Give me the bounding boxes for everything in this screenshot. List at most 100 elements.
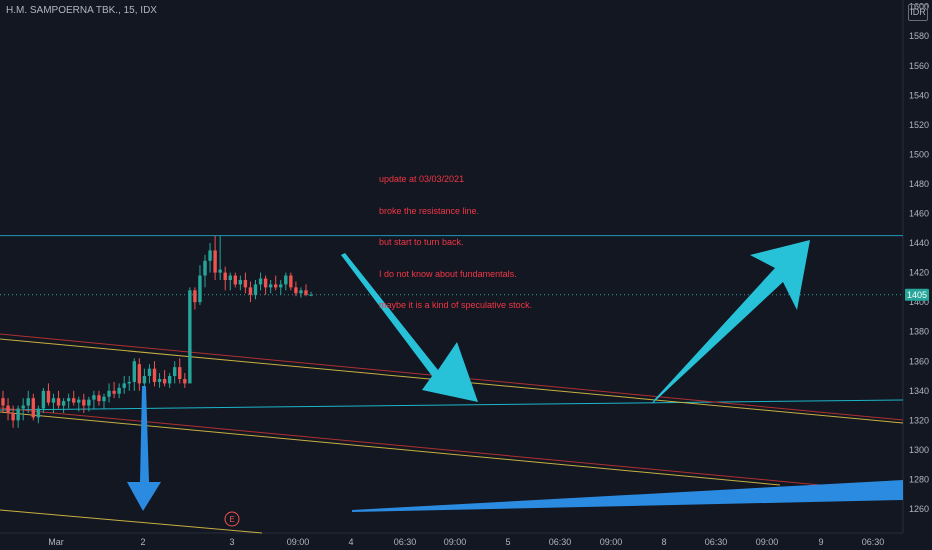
candle-body bbox=[77, 399, 81, 403]
candle bbox=[61, 398, 66, 413]
candle bbox=[11, 405, 15, 428]
y-tick-label: 1260 bbox=[909, 504, 929, 514]
support-line bbox=[0, 399, 904, 411]
candle bbox=[263, 275, 268, 295]
candle bbox=[102, 393, 106, 409]
candle bbox=[107, 383, 111, 403]
candle bbox=[162, 370, 167, 387]
candle bbox=[208, 243, 212, 273]
candle-body bbox=[122, 383, 126, 388]
x-tick-label: 09:00 bbox=[444, 537, 467, 547]
candle bbox=[142, 368, 147, 388]
candle bbox=[41, 387, 46, 413]
down-arrow-blue bbox=[127, 386, 161, 511]
candle-body bbox=[92, 395, 96, 400]
candles bbox=[1, 235, 313, 428]
candle bbox=[56, 390, 61, 409]
earnings-marker-label: E bbox=[229, 515, 234, 524]
symbol-title: H.M. SAMPOERNA TBK., 15, IDX bbox=[6, 5, 157, 16]
candle bbox=[258, 272, 263, 291]
candle bbox=[97, 390, 101, 406]
candle bbox=[218, 235, 222, 280]
candle-body bbox=[1, 398, 5, 406]
time-axis[interactable]: Mar 2 3 09:00 4 06:30 09:00 5 06:30 09:00 8 06:30 09… bbox=[48, 537, 884, 547]
x-tick-label: Mar bbox=[48, 537, 64, 547]
x-tick-label: 3 bbox=[229, 537, 234, 547]
candle bbox=[51, 393, 56, 413]
candle bbox=[66, 393, 71, 409]
candle-body bbox=[178, 367, 182, 379]
candle-body bbox=[258, 278, 263, 285]
candle bbox=[238, 275, 243, 291]
x-tick-label: 5 bbox=[505, 537, 510, 547]
candle bbox=[21, 398, 25, 421]
y-tick-label: 1540 bbox=[909, 90, 929, 100]
candle bbox=[173, 361, 177, 384]
candle-body bbox=[82, 399, 86, 406]
candle-body bbox=[274, 284, 278, 288]
y-tick-label: 1560 bbox=[909, 61, 929, 71]
y-tick-label: 1360 bbox=[909, 356, 929, 366]
wedge-arrow-blue bbox=[352, 480, 903, 512]
note-line: broke the resistance line. bbox=[379, 205, 480, 216]
candle bbox=[72, 390, 76, 406]
candle-body bbox=[97, 395, 101, 402]
candle-body bbox=[233, 275, 237, 285]
candle-body bbox=[157, 378, 162, 382]
x-tick-label: 8 bbox=[661, 537, 666, 547]
grid-lines bbox=[0, 0, 904, 534]
candle-body bbox=[61, 401, 66, 406]
candle bbox=[304, 284, 308, 297]
y-tick-label: 1340 bbox=[909, 386, 929, 396]
candle-body bbox=[173, 367, 177, 377]
y-tick-label: 1580 bbox=[909, 31, 929, 41]
y-tick-label: 1520 bbox=[909, 120, 929, 130]
y-tick-label: 1420 bbox=[909, 268, 929, 278]
price-axis[interactable]: 1260 1280 1300 1320 1340 1360 1380 1400 1420 1440… bbox=[905, 2, 929, 514]
candle bbox=[284, 272, 288, 291]
candle-body bbox=[238, 279, 243, 285]
y-tick-label: 1400 bbox=[909, 297, 929, 307]
candle-body bbox=[167, 376, 172, 384]
candle bbox=[82, 393, 86, 413]
candle-body bbox=[21, 405, 25, 409]
candle-body bbox=[41, 390, 46, 409]
candle-body bbox=[228, 275, 232, 280]
candle bbox=[147, 364, 152, 384]
candle-body bbox=[279, 284, 283, 288]
candle-body bbox=[289, 275, 293, 288]
x-tick-label: 06:30 bbox=[862, 537, 885, 547]
x-tick-label: 06:30 bbox=[705, 537, 728, 547]
candle bbox=[299, 287, 303, 298]
candle-body bbox=[142, 376, 147, 384]
candle-body bbox=[46, 390, 51, 403]
candle-body bbox=[218, 269, 222, 273]
candle bbox=[26, 390, 30, 413]
candle-body bbox=[284, 275, 288, 285]
candle-body bbox=[183, 378, 187, 384]
candle bbox=[36, 405, 41, 424]
candle-body bbox=[107, 390, 111, 397]
y-tick-label: 1280 bbox=[909, 474, 929, 484]
channel-lower-yellow bbox=[0, 411, 781, 486]
note-line: update at 03/03/2021 bbox=[379, 174, 465, 184]
candle-body bbox=[31, 398, 35, 418]
candle-body bbox=[193, 290, 197, 303]
candle bbox=[152, 361, 157, 387]
x-tick-label: 09:00 bbox=[287, 537, 310, 547]
y-tick-label: 1500 bbox=[909, 149, 929, 159]
bottom-trend-line bbox=[0, 509, 263, 534]
candle bbox=[137, 358, 142, 391]
candle-body bbox=[102, 396, 106, 402]
currency-badge[interactable]: IDR bbox=[908, 4, 928, 21]
candle-body bbox=[248, 287, 253, 295]
candle bbox=[117, 383, 121, 399]
x-tick-label: 06:30 bbox=[549, 537, 572, 547]
candle bbox=[132, 358, 136, 391]
candle-body bbox=[294, 287, 298, 294]
candle bbox=[203, 254, 207, 288]
candle bbox=[183, 373, 187, 388]
earnings-marker bbox=[224, 511, 240, 527]
candle bbox=[6, 398, 10, 421]
